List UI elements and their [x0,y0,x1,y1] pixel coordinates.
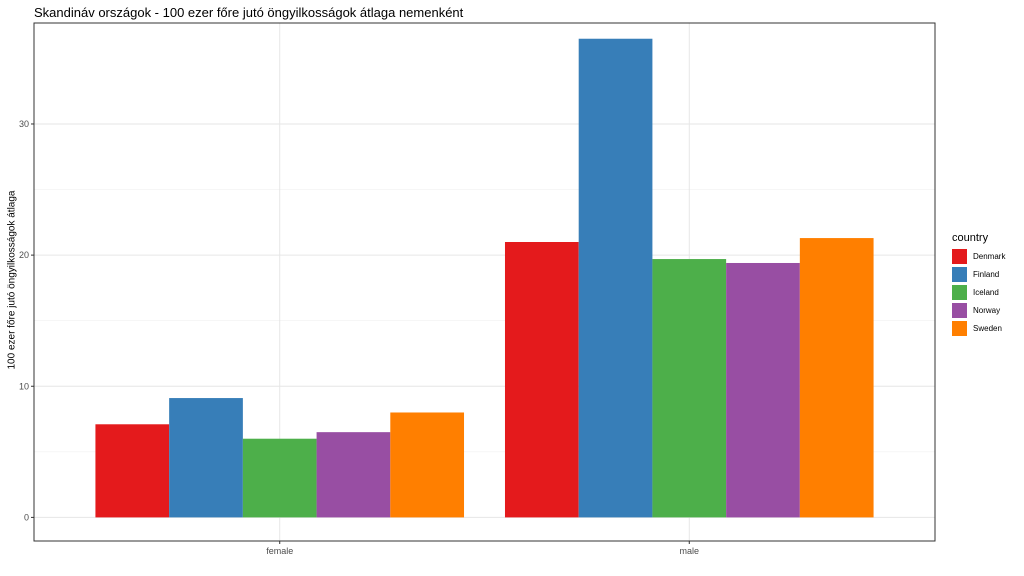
y-tick-label: 20 [19,250,29,260]
bar-sweden-male [799,238,874,518]
bar-finland-male [578,38,653,518]
y-tick-label: 30 [19,119,29,129]
y-tick-label: 10 [19,381,29,391]
legend-item: Iceland [952,284,1005,301]
legend-item: Finland [952,266,1005,283]
bar-finland-female [169,398,243,518]
legend-label: Finland [973,270,1000,279]
bar-norway-male [726,262,800,518]
legend-swatch [952,267,967,282]
x-tick-label: male [680,546,700,556]
legend-label: Denmark [973,252,1006,261]
legend-swatch [952,285,967,300]
bar-iceland-female [242,438,317,518]
legend-swatch [952,303,967,318]
legend-label: Norway [973,306,1001,315]
bar-denmark-female [95,424,170,518]
bar-sweden-female [390,412,465,518]
plot-border [33,22,936,542]
legend-title: country [952,232,989,244]
chart-title: Skandináv országok - 100 ezer főre jutó … [34,5,464,20]
y-tick-label: 0 [24,512,29,522]
legend-swatch [952,249,967,264]
bar-norway-female [316,432,391,518]
legend-label: Sweden [973,324,1002,333]
legend-item: Sweden [952,320,1005,337]
legend-item: Norway [952,302,1005,319]
x-tick-label: female [266,546,293,556]
bar-iceland-male [652,259,727,518]
legend-item: Denmark [952,248,1005,265]
legend-swatch [952,321,967,336]
legend-label: Iceland [973,288,999,297]
legend: country Denmark Finland Iceland Norway Swede… [952,232,1005,338]
bar-denmark-male [504,242,579,518]
